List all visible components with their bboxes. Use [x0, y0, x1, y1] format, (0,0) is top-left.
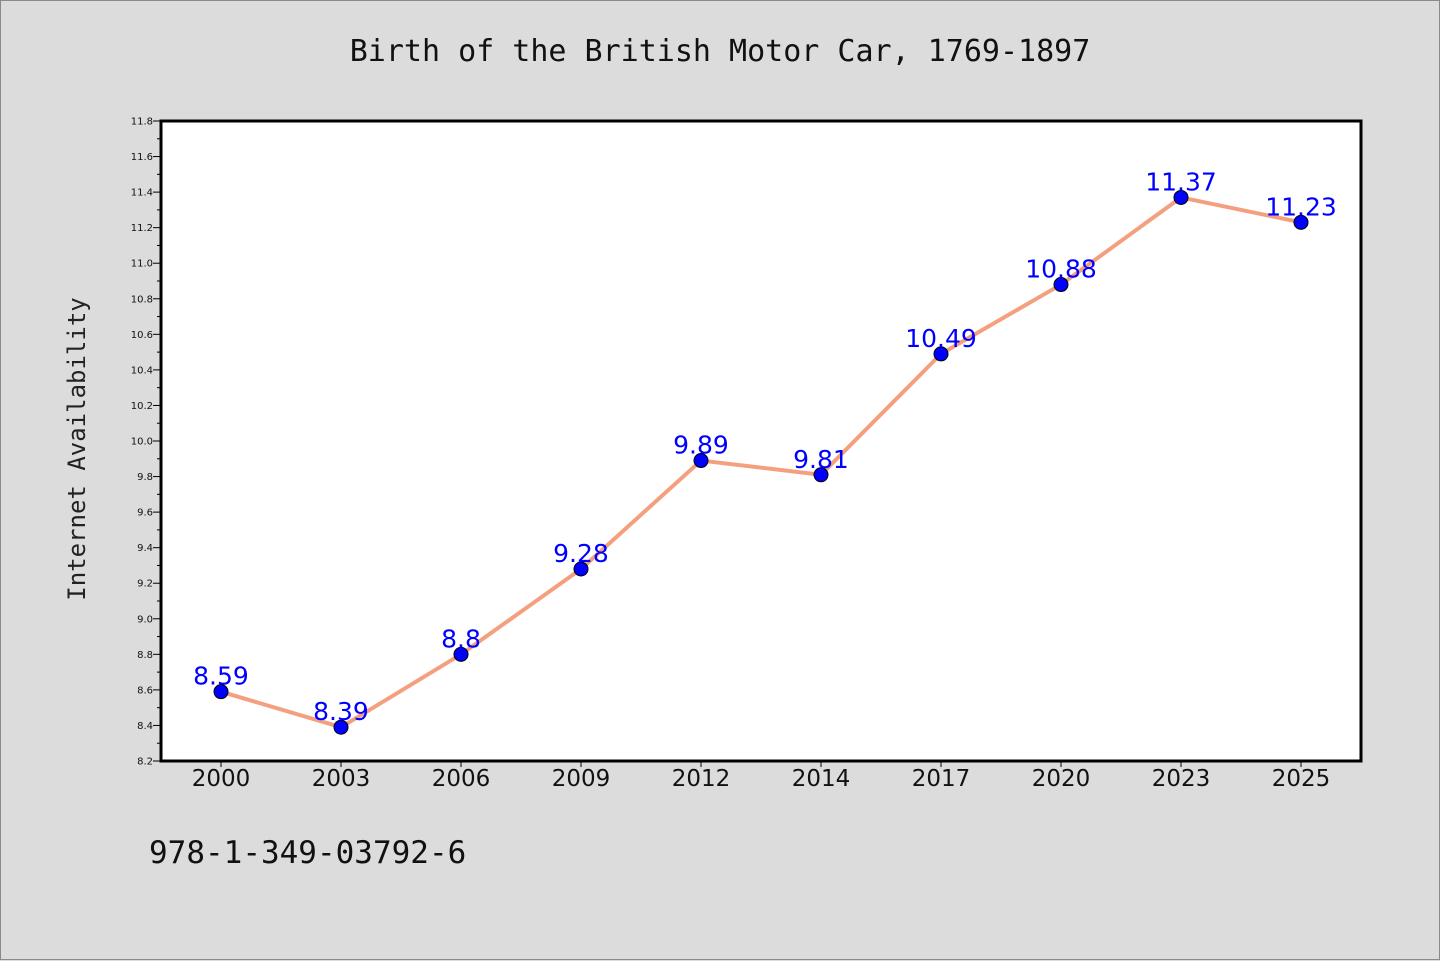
data-label: 9.89 — [673, 431, 729, 460]
y-tick-label: 10.2 — [131, 401, 153, 412]
data-label: 10.88 — [1025, 255, 1097, 284]
y-tick-label: 11.4 — [131, 188, 153, 199]
series-line — [219, 195, 1303, 730]
y-tick-label: 9.8 — [137, 472, 153, 483]
x-tick-label: 2006 — [432, 766, 491, 792]
data-label: 9.81 — [793, 445, 849, 474]
y-tick-label: 10.4 — [131, 365, 153, 376]
x-tick-label: 2003 — [312, 766, 371, 792]
data-point — [213, 684, 229, 700]
data-label: 10.49 — [905, 324, 977, 353]
y-tick-label: 9.4 — [137, 543, 153, 554]
data-point — [573, 561, 589, 577]
x-tick-label: 2017 — [912, 766, 971, 792]
data-label: 11.37 — [1145, 167, 1217, 196]
y-tick-label: 11.2 — [131, 223, 153, 234]
x-tick-label: 2023 — [1152, 766, 1211, 792]
data-point — [693, 453, 709, 469]
data-point — [1053, 277, 1069, 293]
y-tick-label: 8.4 — [137, 721, 153, 732]
data-point — [813, 467, 829, 483]
data-point — [333, 719, 349, 735]
data-label: 11.23 — [1265, 192, 1337, 221]
x-tick-label: 2012 — [672, 766, 731, 792]
y-tick-label: 8.8 — [137, 650, 153, 661]
plot-area — [161, 121, 1361, 761]
y-tick-label: 11.0 — [131, 259, 153, 270]
y-tick-label: 9.6 — [137, 508, 153, 519]
y-tick-label: 9.2 — [137, 579, 153, 590]
y-tick-label: 11.6 — [131, 152, 153, 163]
data-point — [453, 646, 469, 662]
y-tick-label: 8.2 — [137, 757, 153, 768]
data-point — [933, 346, 949, 362]
x-tick-label: 2025 — [1272, 766, 1331, 792]
y-tick-label: 10.6 — [131, 330, 153, 341]
data-label: 8.59 — [193, 662, 249, 691]
plot-frame — [159, 119, 1363, 763]
chart-title: Birth of the British Motor Car, 1769-189… — [349, 34, 1091, 69]
y-tick-label: 10.8 — [131, 294, 153, 305]
x-tick-label: 2000 — [192, 766, 251, 792]
data-label: 9.28 — [553, 539, 609, 568]
data-point — [1293, 214, 1309, 230]
data-label: 8.39 — [313, 697, 369, 726]
data-label: 8.8 — [441, 624, 481, 653]
x-tick-label: 2009 — [552, 766, 611, 792]
isbn-caption: 978-1-349-03792-6 — [149, 835, 467, 871]
data-point — [1173, 189, 1189, 205]
y-tick-label: 11.8 — [131, 117, 153, 128]
y-tick-label: 9.0 — [137, 614, 153, 625]
y-tick-label: 8.6 — [137, 685, 153, 696]
x-tick-label: 2014 — [792, 766, 851, 792]
x-tick-label: 2020 — [1032, 766, 1091, 792]
y-tick-label: 10.0 — [131, 437, 153, 448]
